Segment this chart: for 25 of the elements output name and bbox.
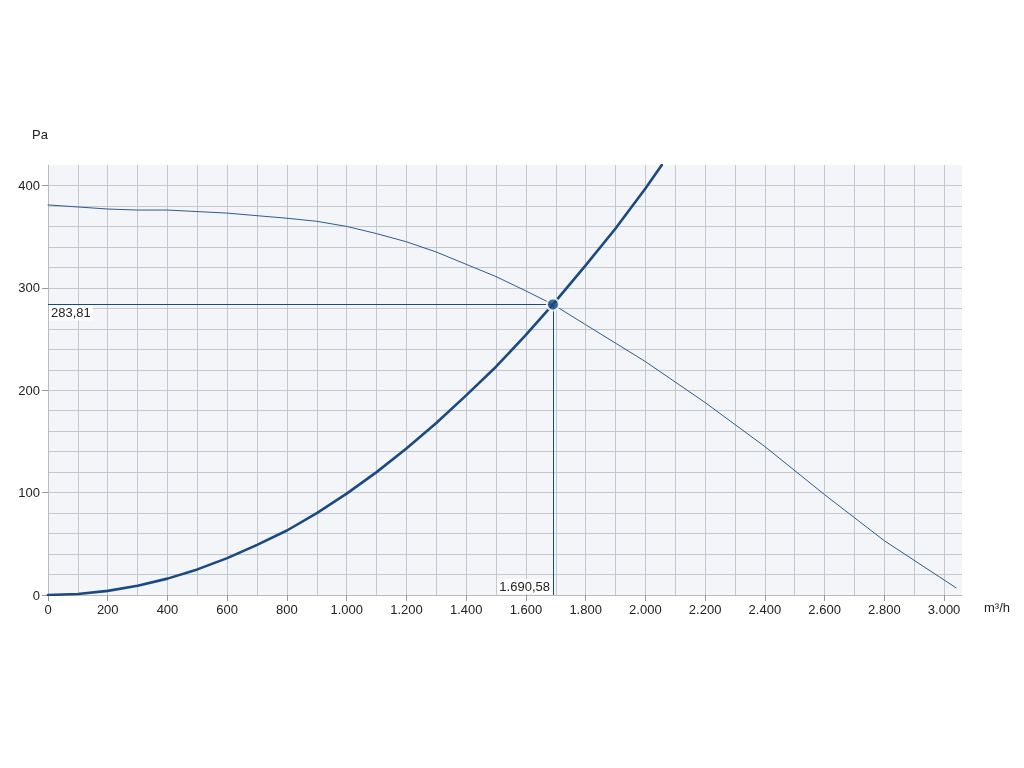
x-tick-label: 400 (156, 602, 179, 617)
x-tick-label: 1.200 (390, 602, 423, 617)
y-tick-label: 200 (18, 382, 40, 398)
x-tick-label: 2.600 (808, 602, 841, 617)
x-tick-label: 600 (216, 602, 239, 617)
x-tick-label: 3.000 (927, 602, 961, 617)
x-tick-label: 2.400 (748, 602, 782, 617)
x-tick-label: 1.600 (509, 602, 543, 617)
x-axis-title: m³/h (984, 600, 1010, 615)
y-tick-label: 300 (18, 280, 40, 296)
x-tick-label: 2.200 (688, 602, 722, 617)
x-tick-label: 2.000 (629, 602, 662, 617)
y-axis-title: Pa (32, 127, 49, 142)
y-tick-label: 400 (18, 177, 40, 193)
y-tick-label: 100 (18, 485, 40, 501)
x-tick-label: 200 (96, 602, 119, 617)
x-tick-label: 2.800 (868, 602, 901, 617)
x-tick-label: 800 (276, 602, 298, 617)
x-tick-label: 1.000 (330, 602, 363, 617)
ref-line-label: 283,81 (51, 305, 91, 321)
x-tick-label: 0 (44, 602, 52, 617)
x-tick-label: 1.800 (569, 602, 602, 617)
ref-line-label: 1.690,58 (499, 579, 550, 594)
x-tick-label: 1.400 (449, 602, 483, 617)
y-tick-label: 0 (32, 587, 40, 603)
